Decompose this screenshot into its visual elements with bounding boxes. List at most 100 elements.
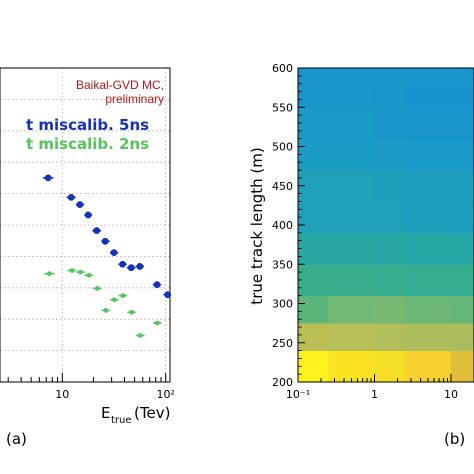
data-point-5ns	[44, 174, 52, 182]
right-y-tick-label: 600	[272, 62, 293, 75]
right-y-tick-label: 300	[272, 298, 293, 311]
heatmap-cell	[450, 138, 474, 171]
data-point-2ns	[137, 333, 143, 338]
heatmap-cell	[450, 83, 474, 108]
right-y-tick-label: 550	[272, 101, 293, 114]
heatmap-cell	[404, 264, 452, 297]
data-point-5ns	[119, 260, 127, 268]
heatmap-cell	[374, 323, 406, 351]
heatmap-cell	[328, 170, 375, 202]
data-point-5ns	[153, 281, 161, 289]
heatmap-cell	[328, 323, 375, 351]
right-y-ticks: 200 250 300 350 400 450 500 550 600	[272, 62, 305, 389]
right-y-tick-label: 500	[272, 141, 293, 154]
heatmap-cell	[328, 83, 375, 108]
left-plot-frame	[0, 67, 171, 383]
data-point-5ns	[93, 227, 101, 235]
heatmap-cell	[328, 138, 375, 171]
data-point-5ns	[127, 264, 135, 272]
left-x-tick-label: 10	[55, 388, 69, 401]
heatmap-cell	[298, 201, 329, 234]
data-point-2ns	[111, 297, 117, 303]
data-point-5ns	[136, 263, 144, 270]
legend-series-5ns: t miscalib. 5ns	[26, 116, 149, 134]
left-data-points	[42, 174, 172, 338]
heatmap-cell	[328, 107, 375, 140]
right-x-tick-label: 1	[371, 388, 378, 401]
heatmap-cell	[374, 170, 406, 202]
heatmap-cell	[328, 68, 375, 85]
annotation-line-1: Baikal-GVD MC,	[76, 78, 164, 92]
data-point-5ns	[101, 237, 109, 245]
heatmap-cell	[404, 83, 452, 108]
right-y-tick-label: 200	[272, 376, 293, 389]
data-point-2ns	[103, 308, 109, 313]
heatmap-cell	[404, 350, 452, 383]
heatmap-cell	[374, 107, 406, 140]
heatmap-cell	[374, 295, 406, 324]
right-x-tick-label: 10	[444, 388, 458, 401]
heatmap-cell	[328, 264, 375, 297]
left-x-ticks: 10 10²	[7, 373, 175, 401]
data-point-2ns	[78, 269, 83, 275]
heatmap-cell	[450, 201, 474, 234]
heatmap-cell	[374, 350, 406, 383]
heatmap-cell	[298, 68, 329, 85]
heatmap-cell	[404, 323, 452, 351]
panel-label-b: (b)	[444, 430, 465, 448]
heatmap-cell	[450, 323, 474, 351]
heatmap-cell	[328, 232, 375, 265]
right-ylabel: true track length (m)	[248, 147, 266, 304]
heatmap-cell	[298, 323, 329, 351]
annotation-line-2: preliminary	[105, 92, 164, 106]
right-x-ticks: 10⁻¹ 1 10	[286, 374, 474, 401]
panel-label-a: (a)	[6, 430, 27, 448]
data-point-5ns	[110, 249, 118, 257]
heatmap-cell	[450, 264, 474, 297]
heatmap-cell	[374, 138, 406, 171]
left-gridlines	[0, 68, 170, 382]
heatmap-cell	[374, 232, 406, 265]
heatmap-cell	[404, 107, 452, 140]
data-point-5ns	[76, 201, 84, 208]
data-point-2ns	[129, 309, 135, 315]
data-point-2ns	[94, 286, 100, 291]
heatmap-cell	[298, 232, 329, 265]
heatmap-cell	[450, 68, 474, 85]
heatmap-cell	[374, 201, 406, 234]
right-y-tick-label: 400	[272, 219, 293, 232]
heatmap-cell	[450, 232, 474, 265]
heatmap-cell	[298, 83, 329, 108]
heatmap-cell	[374, 264, 406, 297]
heatmap-cell	[450, 170, 474, 202]
left-x-tick-label: 10²	[157, 388, 175, 401]
heatmap-cell	[298, 264, 329, 297]
heatmap-cell	[450, 350, 474, 383]
heatmap-cell	[404, 170, 452, 202]
heatmap-cell	[298, 107, 329, 140]
data-point-2ns	[120, 293, 126, 299]
heatmap-cell	[404, 138, 452, 171]
heatmap-cell	[298, 350, 329, 383]
data-point-2ns	[69, 268, 75, 273]
heatmap-cell	[450, 295, 474, 324]
data-point-2ns	[46, 271, 52, 277]
left-xlabel-main: E	[101, 404, 110, 422]
heatmap-cells	[298, 68, 474, 383]
data-point-2ns	[86, 272, 92, 278]
right-y-tick-label: 450	[272, 180, 293, 193]
right-panel: 200 250 300 350 400 450 500 550 600 10⁻¹ 1 10 true…	[248, 62, 474, 448]
heatmap-cell	[404, 232, 452, 265]
right-y-tick-label: 250	[272, 337, 293, 350]
heatmap-cell	[328, 350, 375, 383]
heatmap-cell	[404, 68, 452, 85]
left-panel: 10 10² Baikal-GVD MC, preliminary t misca…	[0, 67, 175, 448]
left-xlabel-subscript: true	[111, 415, 132, 426]
data-point-5ns	[67, 193, 75, 201]
right-x-tick-label: 10⁻¹	[286, 388, 310, 401]
heatmap-cell	[374, 83, 406, 108]
heatmap-cell	[298, 295, 329, 324]
legend-series-2ns: t miscalib. 2ns	[26, 135, 149, 153]
data-point-2ns	[154, 320, 160, 326]
